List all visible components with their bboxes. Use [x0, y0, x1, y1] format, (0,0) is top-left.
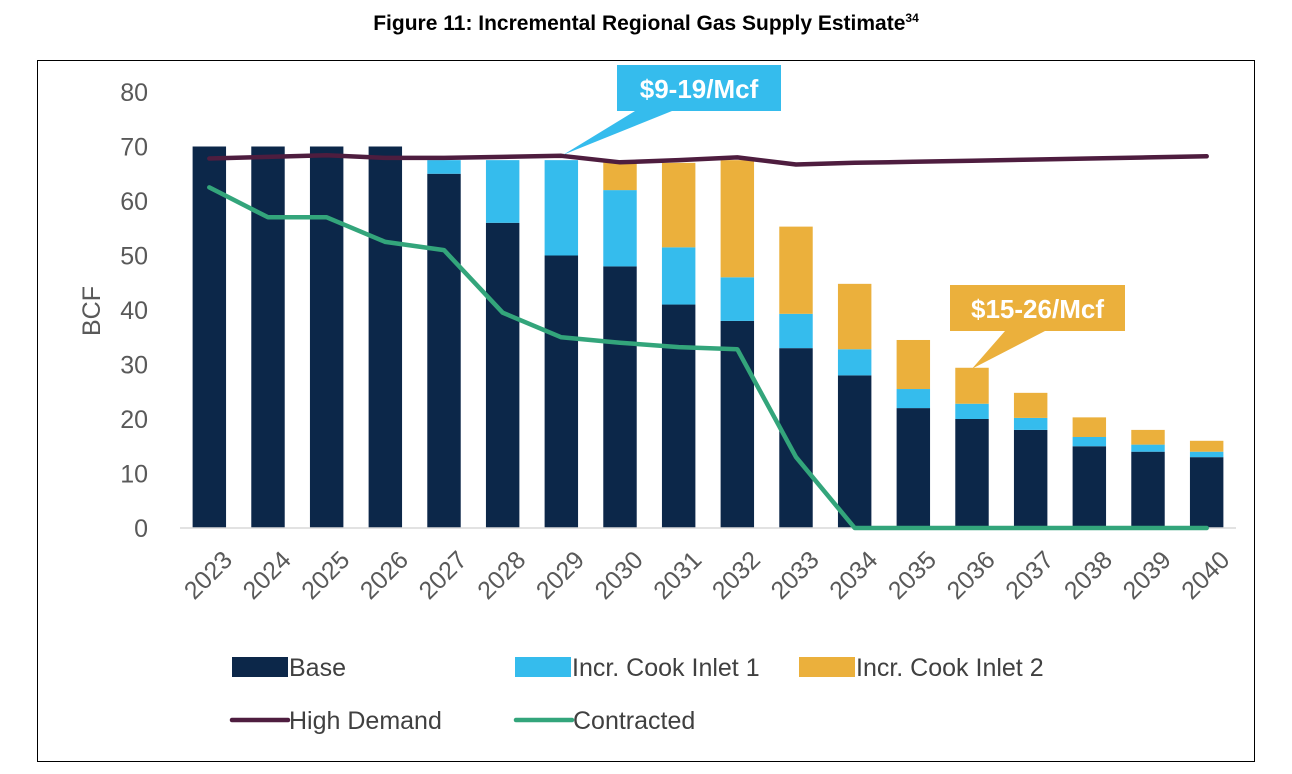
- x-tick-2029: 2029: [531, 546, 590, 605]
- title-footnote: 34: [905, 11, 919, 25]
- bar-incr-cook-inlet-2-2040: [1189, 440, 1224, 452]
- bar-incr-cook-inlet-1-2035: [896, 389, 931, 409]
- bar-incr-cook-inlet-1-2038: [1072, 436, 1107, 447]
- legend-swatch-base: [232, 657, 288, 677]
- legend-label-incr-cook-inlet-1: Incr. Cook Inlet 1: [572, 654, 760, 682]
- y-axis-label: BCF: [78, 286, 106, 336]
- bar-incr-cook-inlet-1-2037: [1013, 417, 1048, 430]
- callout-2-shape: [950, 285, 1125, 369]
- y-tick-10: 10: [120, 461, 148, 489]
- x-tick-2036: 2036: [942, 546, 1001, 605]
- x-tick-2031: 2031: [648, 546, 707, 605]
- chart-title: Figure 11: Incremental Regional Gas Supp…: [0, 12, 1292, 36]
- bar-base-2027: [427, 173, 461, 528]
- bar-incr-cook-inlet-2-2037: [1013, 392, 1048, 418]
- bar-base-2039: [1131, 451, 1165, 528]
- bar-incr-cook-inlet-1-2031: [661, 247, 696, 305]
- y-tick-20: 20: [120, 406, 148, 434]
- bar-base-2035: [896, 408, 931, 528]
- bar-base-2031: [661, 304, 696, 528]
- callout-2-label: $15-26/Mcf: [971, 294, 1104, 324]
- bar-base-2038: [1072, 446, 1107, 528]
- legend-swatch-incr-cook-inlet-1: [515, 657, 571, 677]
- bar-base-2034: [837, 375, 872, 528]
- x-tick-2039: 2039: [1118, 546, 1177, 605]
- y-tick-40: 40: [120, 297, 148, 325]
- bar-base-2025: [309, 146, 344, 528]
- bar-base-2029: [544, 255, 579, 528]
- x-tick-2032: 2032: [707, 546, 766, 605]
- bar-base-2028: [485, 222, 520, 529]
- legend: Base Incr. Cook Inlet 1 Incr. Cook Inlet 2…: [229, 654, 1044, 735]
- bar-incr-cook-inlet-2-2035: [896, 339, 931, 390]
- bar-base-2032: [720, 320, 755, 528]
- bar-base-2024: [251, 146, 285, 528]
- bar-incr-cook-inlet-2-2038: [1072, 417, 1107, 437]
- y-tick-30: 30: [120, 352, 148, 380]
- legend-label-contracted: Contracted: [573, 707, 695, 735]
- y-tick-0: 0: [134, 515, 148, 543]
- y-tick-60: 60: [120, 188, 148, 216]
- bar-incr-cook-inlet-1-2036: [955, 403, 989, 419]
- bar-incr-cook-inlet-2-2036: [955, 367, 989, 404]
- y-tick-70: 70: [120, 134, 148, 162]
- callout-1-label: $9-19/Mcf: [640, 74, 759, 104]
- bar-incr-cook-inlet-1-2032: [720, 277, 755, 321]
- bar-incr-cook-inlet-1-2028: [485, 160, 520, 223]
- bar-incr-cook-inlet-1-2040: [1189, 451, 1224, 458]
- legend-label-high-demand: High Demand: [289, 707, 442, 735]
- bar-incr-cook-inlet-2-2033: [779, 226, 813, 314]
- bar-base-2023: [192, 146, 227, 528]
- x-tick-2037: 2037: [1000, 546, 1059, 605]
- x-tick-2027: 2027: [414, 546, 473, 605]
- chart-title-text: Figure 11: Incremental Regional Gas Supp…: [373, 12, 906, 35]
- x-tick-labels: 2023 2024 2025 2026 2027 2028 2029 2030 2031 2032…: [179, 546, 1236, 605]
- bar-incr-cook-inlet-1-2029: [544, 160, 579, 256]
- y-tick-50: 50: [120, 243, 148, 271]
- bar-base-2036: [955, 419, 989, 528]
- x-tick-2033: 2033: [766, 546, 825, 605]
- chart-frame: [37, 60, 1255, 762]
- legend-label-incr-cook-inlet-2: Incr. Cook Inlet 2: [856, 654, 1044, 682]
- bar-incr-cook-inlet-2-2030: [603, 160, 637, 191]
- bar-incr-cook-inlet-1-2033: [779, 313, 813, 349]
- callouts-layer: $9-19/Mcf $15-26/Mcf: [563, 65, 1125, 369]
- bar-incr-cook-inlet-2-2032: [720, 160, 755, 278]
- x-tick-2030: 2030: [590, 546, 649, 605]
- callout-1-shape: [563, 65, 781, 155]
- x-tick-2024: 2024: [238, 546, 297, 605]
- x-tick-2023: 2023: [179, 546, 238, 605]
- bar-incr-cook-inlet-1-2034: [837, 349, 872, 376]
- lines-layer: [207, 152, 1209, 531]
- legend-swatch-incr-cook-inlet-2: [799, 657, 855, 677]
- bar-incr-cook-inlet-1-2027: [427, 160, 461, 174]
- bar-incr-cook-inlet-1-2039: [1131, 444, 1165, 452]
- bar-incr-cook-inlet-1-2030: [603, 190, 637, 267]
- x-tick-2038: 2038: [1059, 546, 1118, 605]
- x-tick-2035: 2035: [883, 546, 942, 605]
- bar-base-2030: [603, 266, 637, 528]
- x-tick-2040: 2040: [1176, 546, 1235, 605]
- x-tick-2034: 2034: [824, 546, 883, 605]
- y-tick-labels: 0 10 20 30 40 50 60 70 80: [120, 79, 148, 543]
- bar-incr-cook-inlet-2-2039: [1131, 429, 1165, 445]
- x-tick-2026: 2026: [355, 546, 414, 605]
- bars-layer: [192, 146, 1224, 529]
- bar-base-2037: [1013, 429, 1048, 528]
- line-high-demand: [207, 152, 1209, 167]
- x-tick-2028: 2028: [472, 546, 531, 605]
- bar-base-2040: [1189, 457, 1224, 528]
- bar-base-2026: [368, 146, 403, 528]
- x-tick-2025: 2025: [296, 546, 355, 605]
- line-contracted: [207, 185, 1209, 531]
- bar-incr-cook-inlet-2-2031: [661, 162, 696, 248]
- legend-label-base: Base: [289, 654, 346, 682]
- y-tick-80: 80: [120, 79, 148, 107]
- bar-incr-cook-inlet-2-2034: [837, 283, 872, 350]
